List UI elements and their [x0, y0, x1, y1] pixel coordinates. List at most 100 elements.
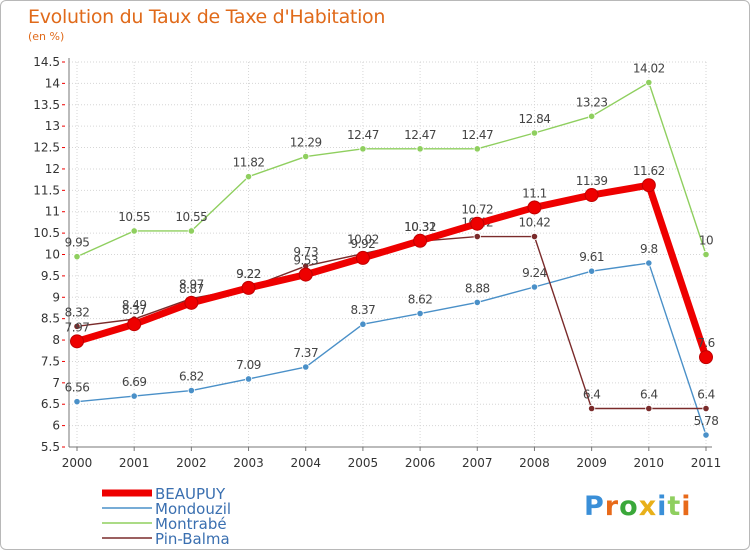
data-point	[645, 259, 653, 267]
y-tick-label: 12.5	[33, 141, 60, 155]
data-label: 9.61	[579, 250, 604, 264]
data-label: 8.37	[122, 303, 147, 317]
x-tick-label: 2001	[119, 456, 150, 470]
data-point	[702, 404, 710, 413]
data-point	[645, 404, 653, 413]
data-label: 10	[699, 234, 713, 248]
data-point	[241, 280, 256, 295]
data-point	[527, 200, 542, 215]
y-tick-label: 7.5	[41, 354, 60, 368]
y-tick-label: 10	[45, 248, 60, 262]
data-point	[588, 112, 596, 120]
logo-letter: i	[657, 491, 668, 522]
data-point	[530, 232, 539, 241]
legend-label: BEAUPUY	[155, 485, 226, 503]
data-label: 10.72	[461, 203, 493, 217]
y-tick-label: 11.5	[33, 183, 60, 197]
data-label: 9.53	[293, 254, 318, 268]
data-point	[473, 232, 481, 241]
data-point	[588, 267, 596, 275]
logo-letter: r	[604, 491, 620, 522]
data-label: 9.92	[351, 237, 376, 251]
y-tick-label: 13	[45, 119, 60, 133]
logo-letter: P	[584, 491, 605, 522]
y-tick-label: 6.5	[41, 397, 60, 411]
y-tick-label: 9.5	[41, 269, 60, 283]
x-tick-label: 2009	[576, 456, 607, 470]
logo-letter: t	[667, 491, 682, 522]
logo-letter: o	[619, 491, 639, 522]
data-label: 5.78	[694, 414, 719, 428]
data-point	[302, 363, 310, 371]
data-point	[298, 267, 313, 282]
data-label: 8.49	[122, 298, 147, 312]
x-tick-label: 2005	[348, 456, 379, 470]
data-label: 6.4	[640, 388, 658, 402]
y-tick-label: 7	[52, 376, 60, 390]
data-point	[473, 298, 481, 307]
proxiti-logo: Proxiti	[584, 491, 692, 522]
data-label: 8.37	[351, 303, 376, 317]
y-tick-label: 9	[52, 290, 60, 304]
data-label: 10.55	[118, 210, 150, 224]
data-point	[641, 178, 656, 193]
data-label: 7.97	[65, 320, 90, 334]
data-point	[355, 250, 370, 265]
data-point	[244, 375, 253, 383]
data-label: 6.56	[65, 381, 90, 395]
data-label: 9.24	[522, 266, 547, 280]
data-point	[187, 386, 195, 395]
x-tick-label: 2003	[233, 456, 264, 470]
x-tick-label: 2010	[634, 456, 665, 470]
data-label: 8.88	[465, 281, 490, 295]
series-line-montrabé	[76, 81, 707, 258]
data-point	[187, 227, 195, 235]
y-tick-label: 10.5	[33, 226, 60, 240]
x-tick-label: 2002	[176, 456, 207, 470]
y-tick-label: 11	[45, 205, 60, 219]
data-label: 7.6	[697, 336, 715, 350]
data-label: 7.09	[236, 358, 261, 372]
data-label: 6.4	[583, 388, 601, 402]
legend-label: Pin-Balma	[155, 530, 230, 548]
data-label: 6.69	[122, 375, 147, 389]
data-point	[584, 188, 599, 203]
data-label: 8.32	[65, 305, 90, 319]
x-tick-label: 2000	[62, 456, 93, 470]
logo-letter: i	[681, 491, 692, 522]
data-label: 9.22	[236, 267, 261, 281]
legend-label: Montrabé	[155, 515, 227, 533]
y-tick-label: 5.5	[41, 440, 60, 454]
y-tick-label: 12	[45, 162, 60, 176]
data-label: 12.84	[519, 112, 551, 126]
y-tick-label: 8.5	[41, 312, 60, 326]
chart-subtitle: (en %)	[28, 30, 65, 43]
data-point	[73, 322, 81, 330]
x-tick-label: 2008	[519, 456, 550, 470]
y-tick-label: 8	[52, 333, 60, 347]
data-label: 10.55	[175, 210, 207, 224]
data-point	[413, 233, 428, 248]
data-label: 8.97	[179, 278, 204, 292]
data-point	[470, 216, 485, 231]
data-label: 11.62	[633, 164, 665, 178]
data-point	[130, 227, 138, 235]
data-point	[184, 295, 199, 310]
data-label: 13.23	[576, 95, 608, 109]
data-label: 8.87	[179, 282, 204, 296]
data-label: 9.73	[293, 245, 318, 259]
data-label: 6.4	[697, 388, 715, 402]
data-point	[473, 145, 481, 153]
y-tick-label: 14	[45, 76, 60, 90]
data-label: 10.31	[404, 220, 436, 234]
series-line-mondouzil	[76, 262, 707, 436]
data-label: 10.32	[404, 220, 436, 234]
data-point	[530, 283, 539, 291]
data-point	[127, 317, 142, 332]
data-point	[130, 392, 138, 400]
data-label: 14.02	[633, 62, 665, 76]
x-tick-label: 2007	[462, 456, 493, 470]
x-tick-label: 2011	[691, 456, 722, 470]
data-label: 11.82	[233, 156, 265, 170]
